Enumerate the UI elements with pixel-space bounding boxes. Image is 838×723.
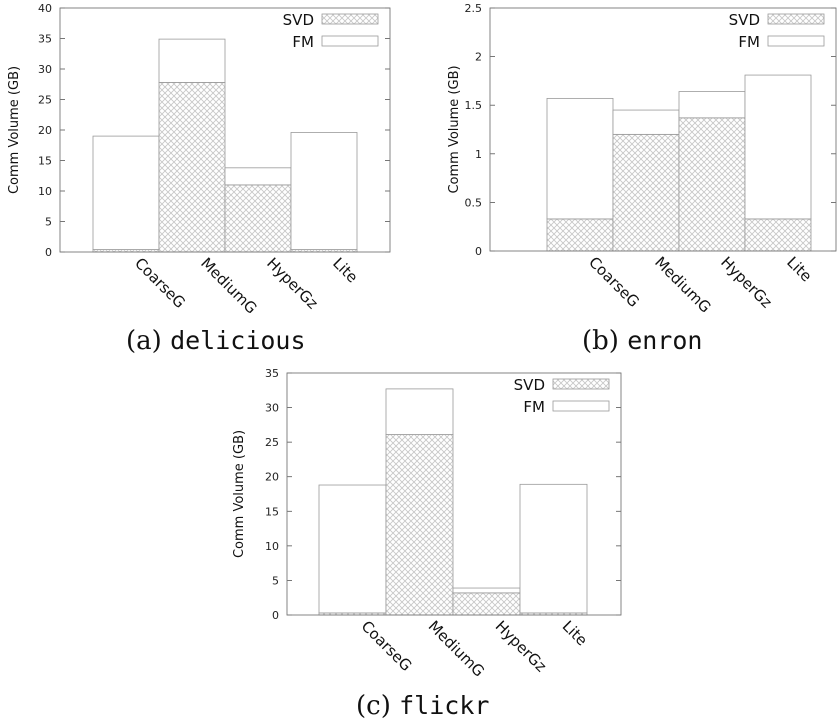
y-tick-label: 15 bbox=[265, 505, 279, 518]
bar-svd-coarseg bbox=[546, 218, 614, 252]
caption-delicious: (a) delicious bbox=[126, 326, 306, 356]
y-tick-label: 20 bbox=[265, 471, 279, 484]
x-tick-label: HyperGz bbox=[492, 617, 550, 675]
legend-swatch-fm bbox=[767, 35, 825, 47]
bar-fm-hypergz bbox=[678, 91, 746, 119]
legend-label-fm: FM bbox=[738, 33, 760, 51]
legend-swatch-fm bbox=[321, 35, 379, 47]
y-axis-label: Comm Volume (GB) bbox=[447, 65, 462, 193]
x-tick-label: CoarseG bbox=[585, 253, 643, 311]
bar-fm-coarseg bbox=[318, 484, 387, 614]
legend-label-svd: SVD bbox=[729, 11, 760, 29]
x-tick-label: Lite bbox=[329, 254, 361, 286]
bar-svd-lite bbox=[744, 218, 812, 252]
bar-svd-mediumg bbox=[612, 133, 680, 252]
y-tick-label: 0.5 bbox=[465, 196, 483, 209]
y-tick-label: 10 bbox=[265, 540, 279, 553]
caption-flickr: (c) flickr bbox=[356, 691, 489, 721]
bar-fm-coarseg bbox=[546, 97, 614, 220]
y-tick-label: 35 bbox=[38, 33, 52, 46]
legend-swatch-svd bbox=[767, 13, 825, 25]
bar-svd-mediumg bbox=[385, 434, 454, 616]
y-tick-label: 5 bbox=[272, 574, 279, 587]
bar-fm-mediumg bbox=[385, 388, 454, 435]
y-tick-label: 40 bbox=[38, 2, 52, 15]
x-tick-label: MediumG bbox=[425, 617, 488, 680]
y-tick-label: 20 bbox=[38, 124, 52, 137]
y-tick-label: 1 bbox=[475, 148, 482, 161]
bar-svd-hypergz bbox=[678, 117, 746, 252]
y-tick-label: 30 bbox=[38, 63, 52, 76]
bar-fm-hypergz bbox=[224, 167, 292, 186]
x-tick-label: MediumG bbox=[197, 254, 260, 317]
bar-fm-lite bbox=[519, 483, 588, 614]
legend-swatch-svd bbox=[552, 378, 610, 390]
chart-enron: 0 0.5 1 1.5 2 2.5 CoarseG MediumG HyperGz Lite SVD… bbox=[447, 2, 837, 316]
legend-label-fm: FM bbox=[523, 398, 545, 416]
y-tick-label: 1.5 bbox=[465, 99, 483, 112]
bar-fm-lite bbox=[744, 74, 812, 220]
bar-fm-lite bbox=[290, 132, 358, 250]
y-axis-label: Comm Volume (GB) bbox=[232, 430, 247, 558]
legend-label-svd: SVD bbox=[283, 11, 314, 29]
caption-letter: (a) bbox=[126, 326, 162, 356]
y-axis-label: Comm Volume (GB) bbox=[7, 66, 22, 194]
caption-letter: (c) bbox=[356, 691, 391, 721]
caption-enron: (b) enron bbox=[582, 326, 702, 356]
caption-letter: (b) bbox=[582, 326, 619, 356]
y-tick-label: 25 bbox=[265, 436, 279, 449]
chart-delicious: 0 5 10 15 20 25 30 35 40 CoarseG MediumG HyperGz Lit… bbox=[7, 2, 391, 317]
caption-dataset: flickr bbox=[399, 691, 490, 720]
bar-svd-hypergz bbox=[452, 592, 521, 616]
bar-svd-hypergz bbox=[224, 184, 292, 253]
x-tick-label: Lite bbox=[559, 617, 591, 649]
x-tick-label: Lite bbox=[783, 253, 815, 285]
y-tick-label: 10 bbox=[38, 185, 52, 198]
legend-swatch-svd bbox=[321, 13, 379, 25]
caption-dataset: enron bbox=[627, 326, 703, 355]
caption-dataset: delicious bbox=[170, 326, 306, 355]
bar-fm-mediumg bbox=[612, 109, 680, 135]
x-tick-label: HyperGz bbox=[263, 254, 321, 312]
x-tick-label: HyperGz bbox=[717, 253, 775, 311]
chart-flickr: 0 5 10 15 20 25 30 35 CoarseG MediumG HyperGz Lite S… bbox=[232, 367, 622, 680]
y-tick-label: 0 bbox=[475, 245, 482, 258]
x-tick-label: CoarseG bbox=[358, 617, 416, 675]
bar-fm-coarseg bbox=[92, 135, 160, 250]
y-tick-label: 5 bbox=[45, 216, 52, 229]
y-tick-label: 2.5 bbox=[465, 2, 483, 15]
bar-fm-hypergz bbox=[452, 587, 521, 594]
legend-label-svd: SVD bbox=[514, 376, 545, 394]
x-tick-label: MediumG bbox=[651, 253, 714, 316]
legend-swatch-fm bbox=[552, 400, 610, 412]
y-tick-label: 30 bbox=[265, 402, 279, 415]
bar-fm-mediumg bbox=[158, 38, 226, 83]
x-tick-label: CoarseG bbox=[131, 254, 189, 312]
y-tick-label: 0 bbox=[45, 246, 52, 259]
y-tick-label: 2 bbox=[475, 51, 482, 64]
y-tick-label: 25 bbox=[38, 94, 52, 107]
plot-frame bbox=[59, 7, 391, 253]
y-tick-label: 35 bbox=[265, 367, 279, 380]
y-tick-label: 15 bbox=[38, 155, 52, 168]
plot-frame bbox=[286, 372, 622, 616]
plot-frame bbox=[489, 7, 837, 252]
bar-svd-mediumg bbox=[158, 82, 226, 253]
legend-label-fm: FM bbox=[292, 33, 314, 51]
y-tick-label: 0 bbox=[272, 609, 279, 622]
